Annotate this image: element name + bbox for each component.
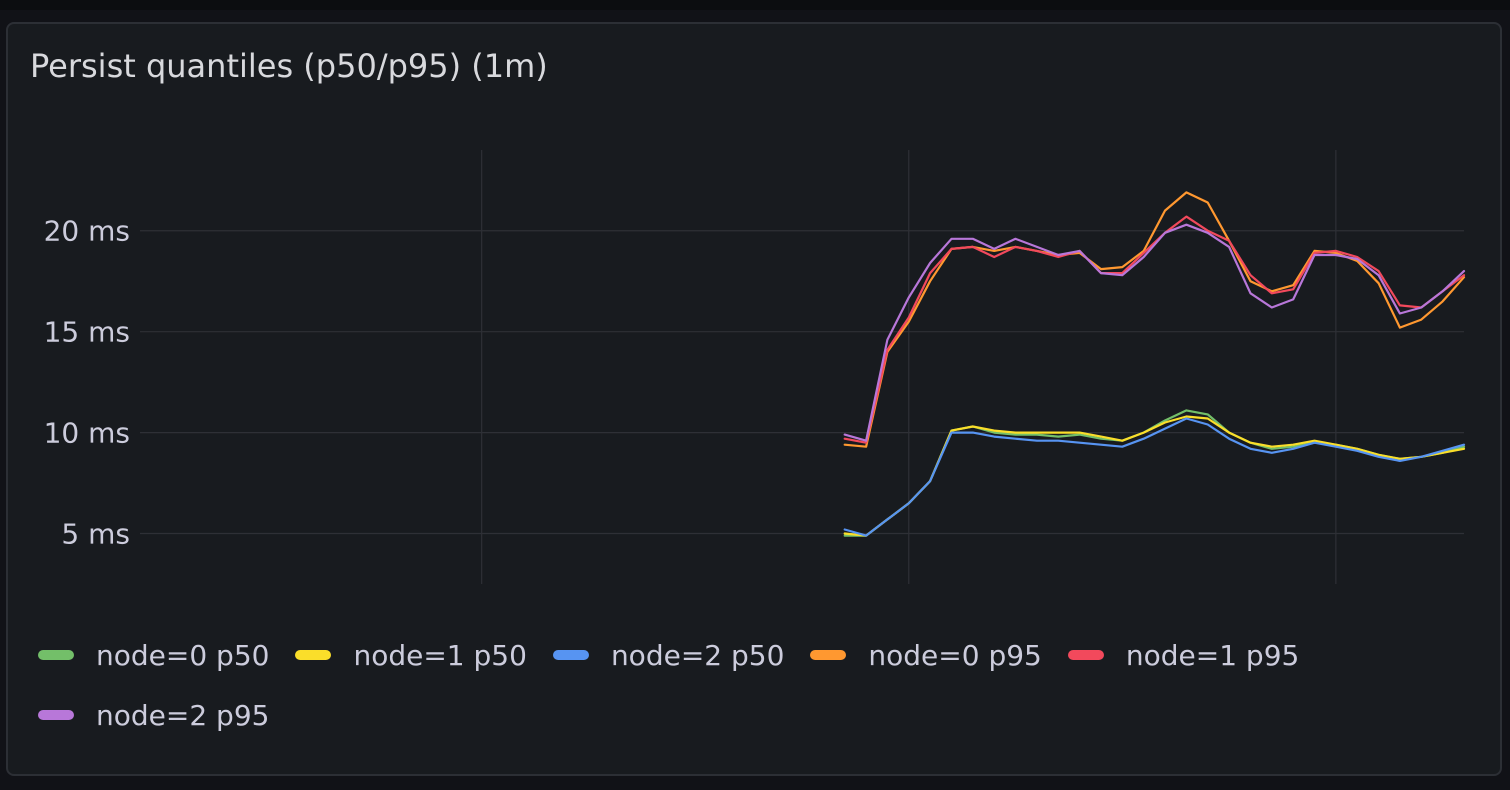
legend-swatch <box>1067 650 1104 660</box>
legend-label: node=2 p95 <box>96 698 270 732</box>
legend-item[interactable]: node=0 p95 <box>810 636 1042 674</box>
legend-label: node=2 p50 <box>610 638 785 672</box>
legend-swatch <box>38 710 74 720</box>
y-tick-label: 10 ms <box>44 417 130 450</box>
legend-item[interactable]: node=2 p50 <box>552 636 785 674</box>
legend-swatch <box>295 650 332 660</box>
top-strip <box>0 0 1510 10</box>
legend-label: node=1 p95 <box>1125 638 1300 672</box>
legend-item[interactable]: node=0 p50 <box>38 636 269 674</box>
legend-swatch <box>38 650 74 660</box>
legend-label: node=0 p50 <box>96 638 270 672</box>
y-tick-label: 20 ms <box>44 215 130 248</box>
legend-label: node=0 p95 <box>868 638 1042 672</box>
chart-panel: Persist quantiles (p50/p95) (1m) 5 ms 10 … <box>6 22 1502 776</box>
series-line-6 <box>843 223 1466 442</box>
legend-swatch <box>552 650 589 660</box>
legend-item[interactable]: node=2 p95 <box>38 696 269 734</box>
legend-label: node=1 p50 <box>353 638 527 672</box>
series-line-3 <box>843 417 1466 537</box>
legend: node=0 p50 node=1 p50 node=2 p50 node=0 p95… <box>38 636 1478 734</box>
legend-swatch <box>810 650 847 660</box>
y-tick-label: 15 ms <box>44 316 130 349</box>
legend-item[interactable]: node=1 p95 <box>1067 636 1300 674</box>
legend-item[interactable]: node=1 p50 <box>295 636 527 674</box>
series-line-1 <box>843 409 1466 537</box>
panel-title: Persist quantiles (p50/p95) (1m) <box>30 47 548 85</box>
series-line-5 <box>843 215 1466 444</box>
y-tick-label: 5 ms <box>61 518 130 551</box>
